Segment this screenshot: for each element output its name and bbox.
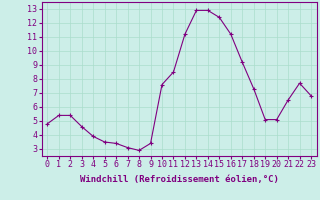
X-axis label: Windchill (Refroidissement éolien,°C): Windchill (Refroidissement éolien,°C) xyxy=(80,175,279,184)
